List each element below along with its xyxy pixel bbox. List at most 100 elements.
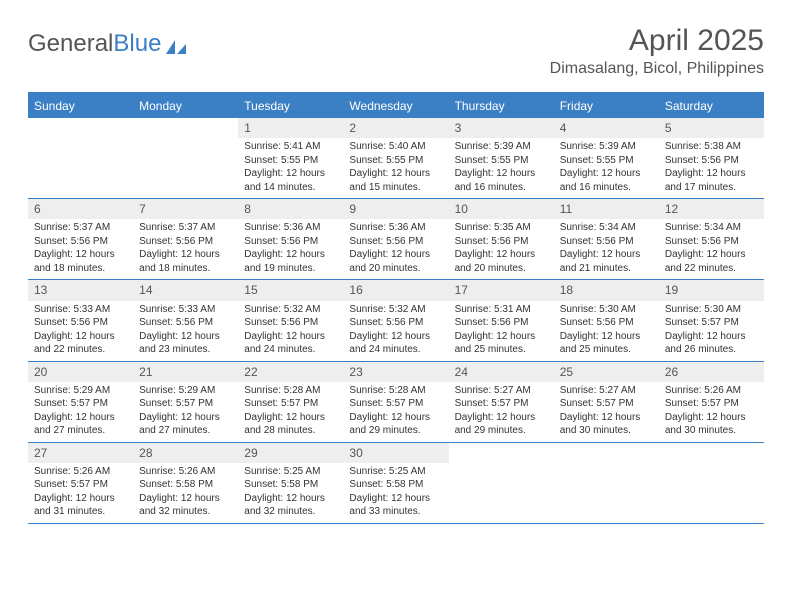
sunrise-text: Sunrise: 5:41 AM <box>244 140 337 154</box>
daylight-text: Daylight: 12 hours <box>34 492 127 506</box>
daylight-text: Daylight: 12 hours <box>244 330 337 344</box>
daylight-text: and 17 minutes. <box>665 181 758 195</box>
day-cell: 18Sunrise: 5:30 AMSunset: 5:56 PMDayligh… <box>554 280 659 360</box>
day-number: 7 <box>133 199 238 219</box>
day-info: Sunrise: 5:26 AMSunset: 5:57 PMDaylight:… <box>28 463 133 523</box>
day-cell: 10Sunrise: 5:35 AMSunset: 5:56 PMDayligh… <box>449 199 554 279</box>
day-number: 8 <box>238 199 343 219</box>
day-number: 6 <box>28 199 133 219</box>
daylight-text: Daylight: 12 hours <box>244 492 337 506</box>
sunrise-text: Sunrise: 5:33 AM <box>139 303 232 317</box>
sunrise-text: Sunrise: 5:26 AM <box>34 465 127 479</box>
sunrise-text: Sunrise: 5:25 AM <box>349 465 442 479</box>
daylight-text: Daylight: 12 hours <box>560 411 653 425</box>
daylight-text: Daylight: 12 hours <box>455 167 548 181</box>
daylight-text: and 25 minutes. <box>560 343 653 357</box>
sunset-text: Sunset: 5:57 PM <box>34 478 127 492</box>
sunrise-text: Sunrise: 5:29 AM <box>139 384 232 398</box>
day-cell: 9Sunrise: 5:36 AMSunset: 5:56 PMDaylight… <box>343 199 448 279</box>
day-info: Sunrise: 5:41 AMSunset: 5:55 PMDaylight:… <box>238 138 343 198</box>
daylight-text: and 27 minutes. <box>34 424 127 438</box>
day-cell: 26Sunrise: 5:26 AMSunset: 5:57 PMDayligh… <box>659 362 764 442</box>
week-row: 1Sunrise: 5:41 AMSunset: 5:55 PMDaylight… <box>28 118 764 199</box>
week-row: 20Sunrise: 5:29 AMSunset: 5:57 PMDayligh… <box>28 362 764 443</box>
daylight-text: and 24 minutes. <box>244 343 337 357</box>
day-cell: 19Sunrise: 5:30 AMSunset: 5:57 PMDayligh… <box>659 280 764 360</box>
day-info: Sunrise: 5:34 AMSunset: 5:56 PMDaylight:… <box>659 219 764 279</box>
day-info: Sunrise: 5:31 AMSunset: 5:56 PMDaylight:… <box>449 301 554 361</box>
day-number: 27 <box>28 443 133 463</box>
sunset-text: Sunset: 5:56 PM <box>244 235 337 249</box>
daylight-text: and 33 minutes. <box>349 505 442 519</box>
day-number: 9 <box>343 199 448 219</box>
day-cell: 3Sunrise: 5:39 AMSunset: 5:55 PMDaylight… <box>449 118 554 198</box>
sunset-text: Sunset: 5:56 PM <box>455 316 548 330</box>
day-info: Sunrise: 5:28 AMSunset: 5:57 PMDaylight:… <box>343 382 448 442</box>
daylight-text: and 22 minutes. <box>665 262 758 276</box>
sunset-text: Sunset: 5:55 PM <box>560 154 653 168</box>
day-cell: 20Sunrise: 5:29 AMSunset: 5:57 PMDayligh… <box>28 362 133 442</box>
day-info: Sunrise: 5:36 AMSunset: 5:56 PMDaylight:… <box>343 219 448 279</box>
sunrise-text: Sunrise: 5:30 AM <box>560 303 653 317</box>
day-cell: 25Sunrise: 5:27 AMSunset: 5:57 PMDayligh… <box>554 362 659 442</box>
sunset-text: Sunset: 5:56 PM <box>665 154 758 168</box>
sunrise-text: Sunrise: 5:36 AM <box>244 221 337 235</box>
sunset-text: Sunset: 5:56 PM <box>560 316 653 330</box>
daylight-text: Daylight: 12 hours <box>244 167 337 181</box>
daylight-text: Daylight: 12 hours <box>665 248 758 262</box>
daylight-text: Daylight: 12 hours <box>560 330 653 344</box>
daylight-text: and 30 minutes. <box>665 424 758 438</box>
day-number: 23 <box>343 362 448 382</box>
day-info: Sunrise: 5:26 AMSunset: 5:58 PMDaylight:… <box>133 463 238 523</box>
day-cell <box>554 443 659 523</box>
day-header: Tuesday <box>238 94 343 118</box>
day-info: Sunrise: 5:25 AMSunset: 5:58 PMDaylight:… <box>343 463 448 523</box>
daylight-text: and 24 minutes. <box>349 343 442 357</box>
sunrise-text: Sunrise: 5:28 AM <box>244 384 337 398</box>
sunrise-text: Sunrise: 5:33 AM <box>34 303 127 317</box>
sunrise-text: Sunrise: 5:34 AM <box>560 221 653 235</box>
brand-part2: Blue <box>113 30 161 58</box>
day-number: 4 <box>554 118 659 138</box>
day-number: 30 <box>343 443 448 463</box>
daylight-text: and 25 minutes. <box>455 343 548 357</box>
sunset-text: Sunset: 5:55 PM <box>455 154 548 168</box>
daylight-text: and 15 minutes. <box>349 181 442 195</box>
day-number: 22 <box>238 362 343 382</box>
sail-icon <box>164 35 188 53</box>
sunrise-text: Sunrise: 5:39 AM <box>560 140 653 154</box>
day-info: Sunrise: 5:37 AMSunset: 5:56 PMDaylight:… <box>133 219 238 279</box>
day-cell <box>133 118 238 198</box>
day-info: Sunrise: 5:29 AMSunset: 5:57 PMDaylight:… <box>133 382 238 442</box>
header: GeneralBlue April 2025 Dimasalang, Bicol… <box>28 24 764 78</box>
sunrise-text: Sunrise: 5:38 AM <box>665 140 758 154</box>
day-cell <box>449 443 554 523</box>
sunset-text: Sunset: 5:56 PM <box>665 235 758 249</box>
daylight-text: Daylight: 12 hours <box>139 248 232 262</box>
day-info: Sunrise: 5:39 AMSunset: 5:55 PMDaylight:… <box>554 138 659 198</box>
daylight-text: and 32 minutes. <box>244 505 337 519</box>
day-number: 16 <box>343 280 448 300</box>
day-info: Sunrise: 5:40 AMSunset: 5:55 PMDaylight:… <box>343 138 448 198</box>
daylight-text: and 26 minutes. <box>665 343 758 357</box>
day-number: 11 <box>554 199 659 219</box>
sunset-text: Sunset: 5:57 PM <box>665 316 758 330</box>
day-number: 20 <box>28 362 133 382</box>
daylight-text: Daylight: 12 hours <box>139 330 232 344</box>
daylight-text: and 21 minutes. <box>560 262 653 276</box>
day-number: 26 <box>659 362 764 382</box>
sunrise-text: Sunrise: 5:26 AM <box>665 384 758 398</box>
sunset-text: Sunset: 5:57 PM <box>139 397 232 411</box>
month-title: April 2025 <box>550 24 764 58</box>
day-number: 15 <box>238 280 343 300</box>
day-number: 25 <box>554 362 659 382</box>
day-cell: 14Sunrise: 5:33 AMSunset: 5:56 PMDayligh… <box>133 280 238 360</box>
location-label: Dimasalang, Bicol, Philippines <box>550 60 764 78</box>
daylight-text: and 30 minutes. <box>560 424 653 438</box>
day-cell: 5Sunrise: 5:38 AMSunset: 5:56 PMDaylight… <box>659 118 764 198</box>
day-number: 14 <box>133 280 238 300</box>
daylight-text: Daylight: 12 hours <box>349 167 442 181</box>
day-info: Sunrise: 5:32 AMSunset: 5:56 PMDaylight:… <box>238 301 343 361</box>
day-number: 1 <box>238 118 343 138</box>
sunset-text: Sunset: 5:55 PM <box>349 154 442 168</box>
